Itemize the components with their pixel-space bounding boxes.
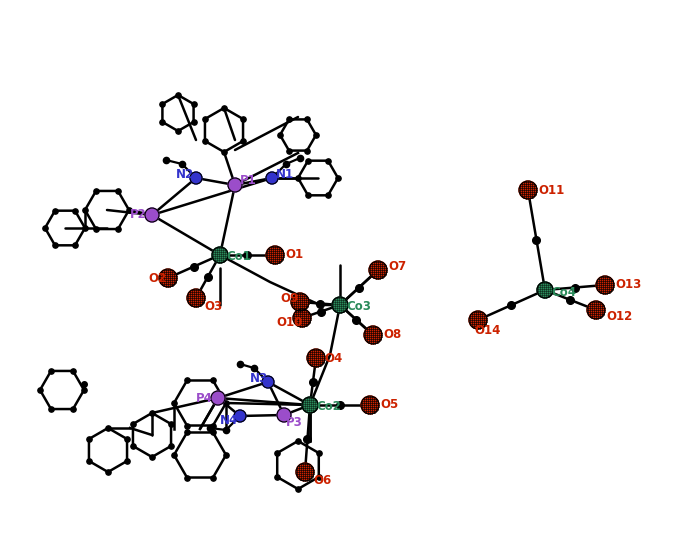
Text: O7: O7: [388, 259, 406, 272]
Text: O5: O5: [380, 399, 398, 411]
Text: O1: O1: [285, 249, 303, 262]
Text: O9: O9: [280, 291, 299, 305]
Circle shape: [190, 172, 202, 184]
Circle shape: [145, 208, 159, 222]
Text: O2: O2: [148, 272, 166, 285]
Circle shape: [519, 181, 537, 199]
Circle shape: [262, 376, 274, 388]
Circle shape: [361, 396, 379, 414]
Circle shape: [596, 276, 614, 294]
Text: O6: O6: [313, 473, 331, 486]
Circle shape: [212, 247, 228, 263]
Circle shape: [369, 261, 387, 279]
Text: O13: O13: [615, 278, 641, 291]
Circle shape: [187, 289, 205, 307]
Circle shape: [332, 297, 348, 313]
Text: Co1: Co1: [226, 250, 251, 263]
Circle shape: [228, 178, 242, 192]
Circle shape: [293, 309, 311, 327]
Text: Co4: Co4: [551, 286, 576, 299]
Text: P3: P3: [286, 416, 303, 429]
Text: Co2: Co2: [316, 400, 341, 414]
Circle shape: [307, 349, 325, 367]
Circle shape: [211, 391, 225, 405]
Circle shape: [266, 246, 284, 264]
Circle shape: [302, 397, 318, 413]
Text: O4: O4: [324, 352, 342, 364]
Circle shape: [159, 269, 177, 287]
Text: P2: P2: [130, 209, 146, 221]
Text: O11: O11: [538, 183, 565, 197]
Text: O3: O3: [204, 300, 222, 312]
Text: O10: O10: [276, 315, 302, 329]
Text: P1: P1: [240, 174, 257, 187]
Circle shape: [537, 282, 553, 298]
Text: N2: N2: [176, 168, 194, 181]
Circle shape: [234, 410, 246, 422]
Circle shape: [587, 301, 605, 319]
Text: O12: O12: [606, 310, 632, 323]
Text: N1: N1: [276, 168, 294, 181]
Text: P4: P4: [196, 391, 213, 405]
Circle shape: [469, 311, 487, 329]
Text: O14: O14: [474, 324, 500, 337]
Circle shape: [277, 408, 291, 422]
Circle shape: [364, 326, 382, 344]
Text: O8: O8: [383, 329, 401, 342]
Circle shape: [291, 293, 309, 311]
Circle shape: [266, 172, 278, 184]
Text: N4: N4: [220, 414, 238, 427]
Circle shape: [296, 463, 314, 481]
Text: Co3: Co3: [346, 301, 371, 314]
Text: N3: N3: [250, 372, 268, 385]
